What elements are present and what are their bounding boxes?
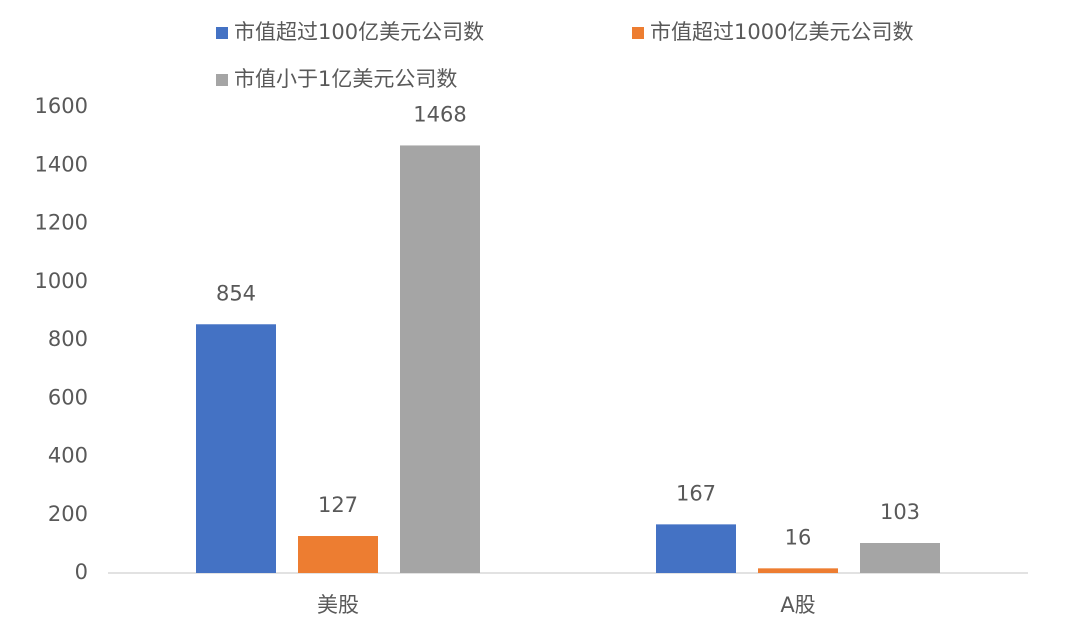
data-label: 167	[676, 481, 716, 505]
data-label: 16	[785, 525, 812, 549]
bar	[860, 543, 940, 573]
y-tick-label: 600	[48, 385, 88, 409]
y-tick-label: 400	[48, 444, 88, 468]
legend-swatch	[216, 27, 228, 39]
legend-label: 市值超过1000亿美元公司数	[650, 20, 913, 44]
data-label: 854	[216, 281, 256, 305]
bar	[196, 324, 276, 573]
legend-label: 市值小于1亿美元公司数	[234, 67, 457, 91]
legend-swatch	[632, 27, 644, 39]
y-tick-label: 1000	[35, 269, 88, 293]
data-label: 1468	[413, 102, 466, 126]
y-tick-label: 800	[48, 327, 88, 351]
x-tick-label: 美股	[317, 593, 359, 617]
y-tick-label: 1600	[35, 94, 88, 118]
legend-label: 市值超过100亿美元公司数	[234, 20, 484, 44]
y-tick-label: 0	[75, 560, 88, 584]
legend-swatch	[216, 74, 228, 86]
data-label: 103	[880, 500, 920, 524]
bar	[758, 568, 838, 573]
data-label: 127	[318, 493, 358, 517]
x-tick-label: A股	[780, 593, 815, 617]
bar	[298, 536, 378, 573]
y-tick-label: 1400	[35, 152, 88, 176]
bar	[656, 524, 736, 573]
y-tick-label: 200	[48, 502, 88, 526]
bar	[400, 145, 480, 573]
y-tick-label: 1200	[35, 211, 88, 235]
